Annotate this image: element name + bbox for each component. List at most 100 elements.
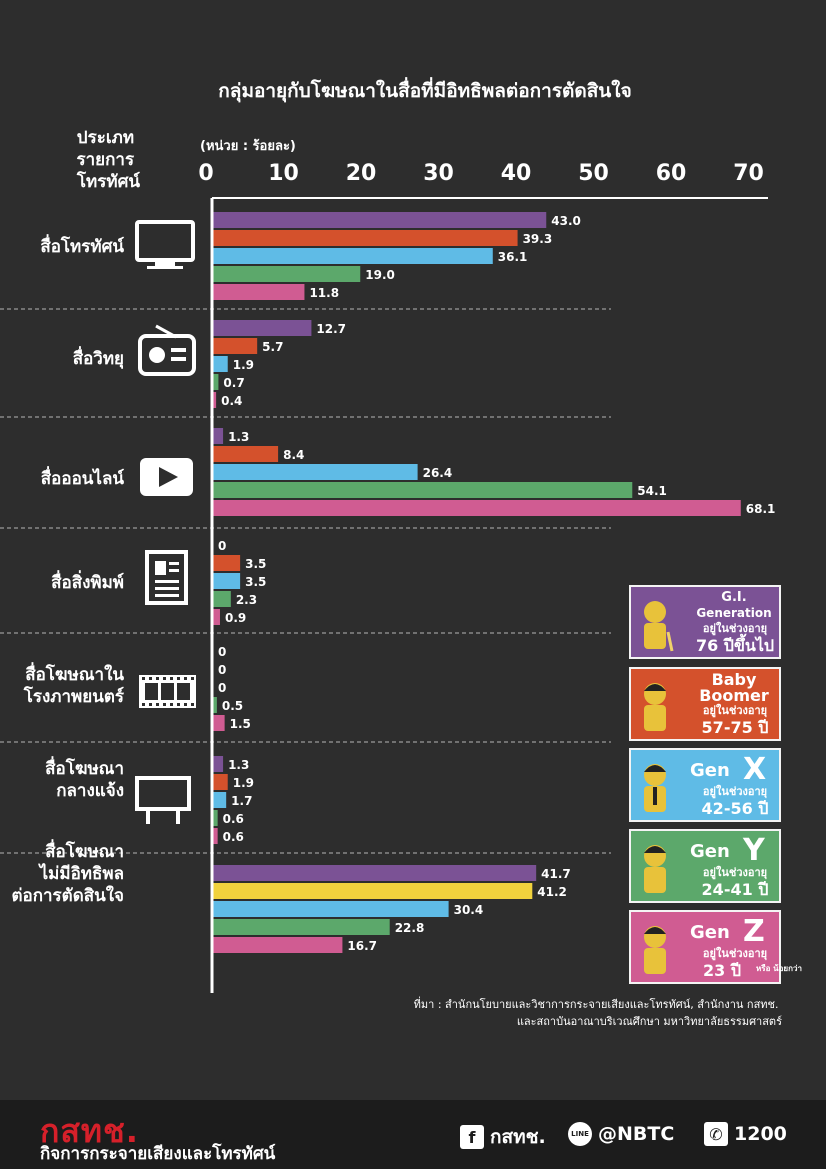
facebook-contact[interactable]: f กสทช. [460, 1122, 546, 1152]
group-label-line: สื่อโฆษณา [45, 839, 124, 862]
group-separators [0, 308, 611, 854]
bar-1-3 [213, 374, 219, 390]
legend-title: Gen [690, 841, 730, 862]
x-axis-ticks: 0 10 20 30 40 50 60 70 [198, 161, 763, 186]
group-label-line: สื่อโฆษณา [45, 756, 124, 779]
geny-figure-icon [644, 845, 666, 893]
line-icon: LINE [568, 1122, 592, 1146]
bar-value-label: 3.5 [245, 575, 266, 589]
group-labels: สื่อโทรทัศน์สื่อวิทยุสื่อออนไลน์สื่อสิ่ง… [11, 234, 124, 906]
group-label-2: สื่อออนไลน์ [41, 466, 125, 489]
legend-age: 76 ปีขึ้นไป [696, 633, 774, 655]
line-label: @NBTC [598, 1123, 675, 1145]
bar-2-1 [213, 446, 279, 462]
bar-value-label: 0.6 [223, 830, 244, 844]
bar-value-label: 12.7 [316, 322, 346, 336]
phone-icon: ✆ [704, 1122, 728, 1146]
bar-5-4 [213, 828, 218, 844]
bar-3-4 [213, 609, 220, 625]
bar-value-label: 41.2 [537, 885, 567, 899]
legend-card-genz: Gen Zอยู่ในช่วงอายุ23 ปี หรือ น้อยกว่า [629, 910, 802, 984]
group-label-line: สื่อวิทยุ [73, 346, 124, 369]
legend-title: Gen [690, 760, 730, 781]
bar-5-1 [213, 774, 228, 790]
tv-icon [135, 220, 195, 269]
bar-value-label: 43.0 [551, 214, 581, 228]
film-icon [139, 675, 196, 708]
chart: กลุ่มอายุกับโฆษณาในสื่อที่มีอิทธิพลต่อกา… [0, 77, 802, 1028]
group-label-line: ต่อการตัดสินใจ [11, 885, 124, 906]
x-tick-60: 60 [656, 161, 687, 186]
legend-subtitle: Y [742, 833, 766, 868]
bar-value-label: 1.9 [233, 776, 254, 790]
bar-5-2 [213, 792, 227, 808]
bar-value-label: 1.3 [228, 758, 249, 772]
bar-6-2 [213, 901, 449, 917]
legend-subtitle: Boomer [699, 686, 769, 705]
group-label-6: สื่อโฆษณาไม่มีอิทธิพลต่อการตัดสินใจ [11, 839, 124, 906]
bar-4-4 [213, 715, 225, 731]
bar-value-label: 0 [218, 681, 226, 695]
bar-value-label: 0 [218, 645, 226, 659]
phone-label: 1200 [734, 1123, 787, 1145]
bar-value-label: 19.0 [365, 268, 395, 282]
bar-2-3 [213, 482, 633, 498]
bar-value-label: 54.1 [637, 484, 667, 498]
bar-value-label: 8.4 [283, 448, 304, 462]
chart-title: กลุ่มอายุกับโฆษณาในสื่อที่มีอิทธิพลต่อกา… [218, 77, 631, 103]
x-tick-0: 0 [198, 161, 213, 186]
legend-title: Gen [690, 922, 730, 943]
legend-subtitle: Z [743, 914, 765, 949]
group-label-line: สื่อโทรทัศน์ [40, 234, 124, 257]
bar-value-label: 0.6 [223, 812, 244, 826]
bar-5-0 [213, 756, 224, 772]
x-tick-50: 50 [578, 161, 609, 186]
media-icons [135, 220, 196, 824]
genz-figure-icon [644, 926, 666, 974]
legend-card-geny: Gen Yอยู่ในช่วงอายุ24-41 ปี [629, 829, 781, 903]
bar-1-4 [213, 392, 217, 408]
bars: 43.0 39.3 36.1 19.0 11.8 12.7 5.7 1.9 0.7 0.4 1.3 8… [213, 212, 775, 953]
bar-value-label: 41.7 [541, 867, 571, 881]
phone-contact[interactable]: ✆ 1200 [704, 1122, 787, 1146]
boomer-figure-icon [644, 683, 666, 731]
category-header-line-2: รายการ [76, 150, 134, 170]
bar-0-0 [213, 212, 547, 228]
group-label-line: ไม่มีอิทธิพล [38, 863, 124, 884]
line-contact[interactable]: LINE @NBTC [568, 1122, 674, 1146]
group-label-5: สื่อโฆษณากลางแจ้ง [45, 756, 124, 801]
brand-subtitle: กิจการกระจายเสียงและโทรทัศน์ [40, 1144, 276, 1164]
bar-value-label: 1.7 [231, 794, 252, 808]
legend-title: G.I. [721, 590, 746, 605]
group-label-1: สื่อวิทยุ [73, 346, 124, 369]
bar-6-1 [213, 883, 533, 899]
bar-0-3 [213, 266, 361, 282]
bar-3-1 [213, 555, 241, 571]
bar-value-label: 26.4 [423, 466, 453, 480]
bar-value-label: 68.1 [746, 502, 776, 516]
play-icon [140, 458, 193, 496]
bar-value-label: 39.3 [523, 232, 553, 246]
bar-value-label: 22.8 [395, 921, 425, 935]
x-tick-30: 30 [423, 161, 454, 186]
legend-note: หรือ น้อยกว่า [756, 963, 802, 973]
bar-6-4 [213, 937, 343, 953]
bar-1-0 [213, 320, 312, 336]
bar-0-1 [213, 230, 518, 246]
bar-3-2 [213, 573, 241, 589]
bar-value-label: 11.8 [309, 286, 339, 300]
category-header: ประเภท รายการ โทรทัศน์ [76, 128, 140, 192]
bar-0-2 [213, 248, 493, 264]
group-label-line: สื่อออนไลน์ [41, 466, 125, 489]
bar-2-4 [213, 500, 741, 516]
legend-age-caption: อยู่ในช่วงอายุ [703, 946, 767, 961]
source-line-2: และสถาบันอาณาบริเวณศึกษา มหาวิทยาลัยธรรม… [517, 1015, 782, 1028]
source-note: ที่มา : สำนักนโยบายและวิชาการกระจายเสียง… [414, 996, 782, 1028]
bar-6-3 [213, 919, 390, 935]
bar-value-label: 2.3 [236, 593, 257, 607]
bar-value-label: 5.7 [262, 340, 283, 354]
legend-age: 24-41 ปี [702, 880, 769, 899]
bar-value-label: 1.9 [233, 358, 254, 372]
genx-figure-icon [644, 764, 666, 812]
